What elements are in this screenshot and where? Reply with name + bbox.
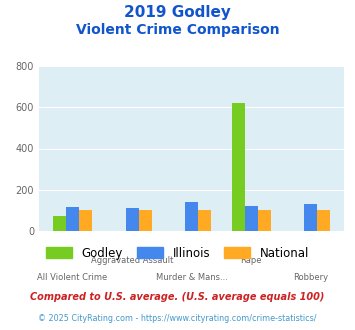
Text: All Violent Crime: All Violent Crime xyxy=(38,273,108,282)
Bar xyxy=(317,211,331,231)
Bar xyxy=(79,211,92,231)
Bar xyxy=(231,103,245,231)
Bar xyxy=(53,215,66,231)
Bar xyxy=(126,208,139,231)
Bar xyxy=(245,206,258,231)
Bar xyxy=(198,211,211,231)
Bar xyxy=(258,211,271,231)
Text: Violent Crime Comparison: Violent Crime Comparison xyxy=(76,23,279,37)
Text: Rape: Rape xyxy=(240,256,262,265)
Bar xyxy=(66,207,79,231)
Text: Aggravated Assault: Aggravated Assault xyxy=(91,256,173,265)
Bar xyxy=(304,204,317,231)
Legend: Godley, Illinois, National: Godley, Illinois, National xyxy=(43,243,312,263)
Bar xyxy=(185,202,198,231)
Bar xyxy=(139,211,152,231)
Text: Robbery: Robbery xyxy=(293,273,328,282)
Text: © 2025 CityRating.com - https://www.cityrating.com/crime-statistics/: © 2025 CityRating.com - https://www.city… xyxy=(38,314,317,323)
Text: 2019 Godley: 2019 Godley xyxy=(124,5,231,20)
Text: Murder & Mans...: Murder & Mans... xyxy=(156,273,228,282)
Text: Compared to U.S. average. (U.S. average equals 100): Compared to U.S. average. (U.S. average … xyxy=(30,292,325,302)
